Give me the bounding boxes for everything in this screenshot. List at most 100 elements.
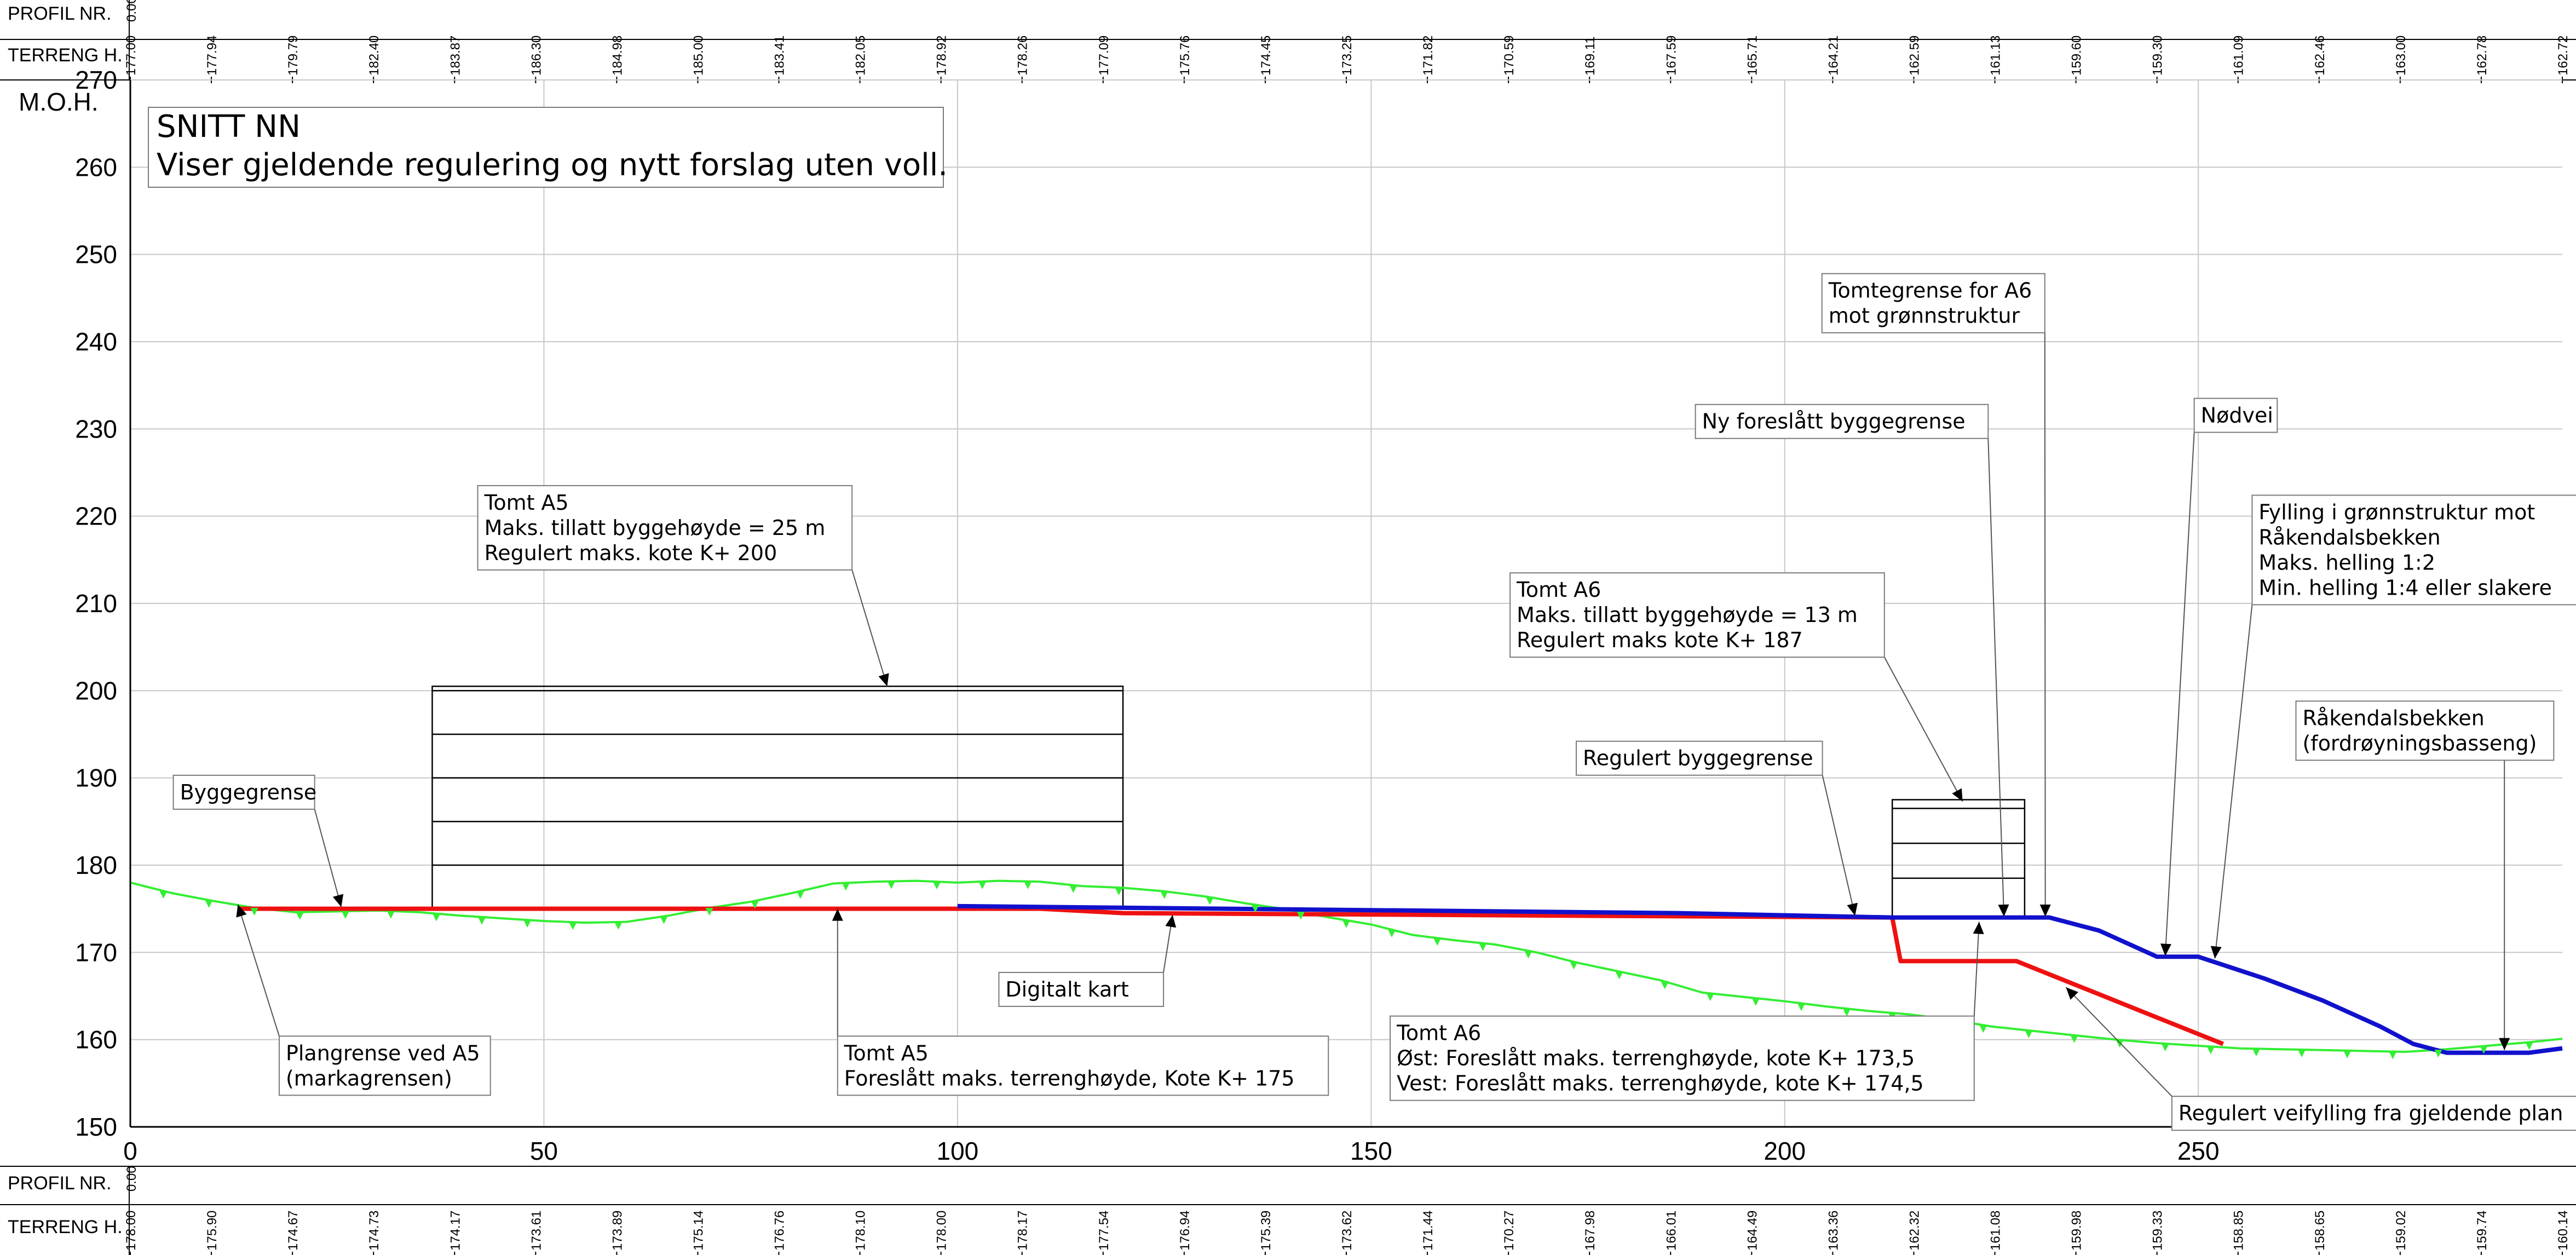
title-line-2: Viser gjeldende regulering og nytt forsl…	[157, 147, 948, 183]
terrain-top-value-4: 183.87	[448, 36, 463, 76]
terrain-hatch	[1524, 951, 1532, 959]
terrain-bottom-value-14: 175.39	[1259, 1211, 1273, 1251]
x-tick-150: 150	[1350, 1137, 1392, 1165]
callout-3-line-1: Foreslått maks. terrenghøyde, Kote K+ 17…	[844, 1066, 1295, 1090]
terrain-top-value-21: 164.21	[1826, 36, 1841, 76]
terrain-hatch	[159, 891, 168, 899]
terrain-hatch	[1979, 1025, 1987, 1033]
callout-5-leader	[1883, 657, 1963, 802]
terrain-line	[130, 879, 2563, 1053]
callout-7-leader	[1987, 438, 2005, 917]
y-tick-150: 150	[75, 1113, 117, 1141]
terrain-hatch	[1751, 998, 1760, 1006]
x-tick-0: 0	[123, 1137, 137, 1165]
callout-2-box	[477, 485, 853, 571]
terrain-top-value-24: 159.60	[2070, 36, 2084, 76]
callout-11-line-1: (fordrøyningsbasseng)	[2302, 731, 2537, 755]
terrain-hatch	[205, 900, 213, 908]
callout-12-line-0: Tomt A6	[1396, 1021, 1481, 1045]
terrain-bottom-value-11: 178.17	[1016, 1211, 1030, 1251]
callout-9: Nødvei	[2160, 398, 2278, 956]
callout-8-box	[1821, 273, 2045, 333]
callout-1-box	[278, 1035, 491, 1096]
terrain-hatch	[1069, 885, 1077, 893]
callout-8-line-1: mot grønnstruktur	[1829, 304, 2020, 328]
terrain-top-value-9: 182.05	[854, 36, 868, 76]
callout-12-arrow	[1973, 922, 1984, 935]
terrain-hatch	[2161, 1043, 2169, 1051]
terrain-top-value-22: 162.59	[1907, 36, 1922, 76]
terrain-top-value-18: 169.11	[1583, 36, 1598, 76]
callout-0-box	[172, 774, 315, 810]
callout-9-box	[2193, 398, 2278, 433]
terrain-top-value-6: 184.98	[610, 36, 625, 76]
terrain-hatch	[433, 913, 441, 922]
terrain-hatch	[250, 908, 258, 916]
terrain-bottom-value-7: 175.14	[691, 1211, 706, 1251]
terrain-bottom-value-13: 176.94	[1178, 1211, 1192, 1251]
terrain-bottom-value-1: 175.90	[205, 1211, 220, 1251]
terrain-top-value-15: 173.25	[1340, 36, 1355, 76]
chart-frame	[129, 80, 2562, 1128]
callout-2-arrow	[878, 673, 889, 687]
callout-4-line-0: Digitalt kart	[1005, 977, 1128, 1001]
y-tick-210: 210	[75, 589, 117, 618]
terrain-hatch	[387, 911, 395, 919]
terrain-bottom-value-8: 176.76	[773, 1211, 787, 1251]
callout-5-line-1: Maks. tillatt byggehøyde = 13 m	[1517, 603, 1858, 627]
terreng-label-bottom: TERRENG H.	[8, 1217, 123, 1237]
terreng-label-top: TERRENG H.	[8, 45, 123, 66]
callout-10-line-3: Min. helling 1:4 eller slakere	[2258, 575, 2552, 600]
y-tick-220: 220	[75, 502, 117, 531]
y-tick-240: 240	[75, 327, 117, 356]
terrain-bottom-value-29: 159.74	[2475, 1211, 2489, 1251]
terrain-hatch	[2070, 1035, 2078, 1043]
y-tick-250: 250	[75, 240, 117, 269]
terrain-hatch	[1570, 962, 1578, 970]
terrain-bottom-value-18: 167.98	[1583, 1211, 1598, 1251]
terrain-bottom-value-6: 173.89	[610, 1211, 625, 1251]
callout-10-line-2: Maks. helling 1:2	[2258, 550, 2435, 574]
callout-3-box	[837, 1035, 1329, 1096]
callout-2-line-2: Regulert maks. kote K+ 200	[485, 541, 777, 565]
terrain-hatch	[2343, 1050, 2352, 1058]
terrain-hatch	[1251, 905, 1259, 913]
terrain-bottom-value-23: 161.08	[1989, 1211, 2003, 1251]
callout-9-line-0: Nødvei	[2201, 404, 2273, 428]
terrain-bottom-value-12: 177.54	[1097, 1211, 1111, 1251]
terrain-top-value-17: 170.59	[1502, 36, 1517, 76]
profile-lines	[130, 879, 2563, 1060]
terrain-hatch	[1706, 993, 1714, 1001]
terrain-hatch	[2116, 1040, 2124, 1048]
callout-annotations: Byggegrense Plangrense ved A5(markagrense…	[172, 273, 2576, 1131]
x-tick-labels: 0 50 100 150 200 250	[123, 1137, 2219, 1165]
terrain-hatch	[1024, 881, 1032, 889]
callout-1: Plangrense ved A5(markagrensen)	[236, 904, 491, 1096]
callout-7-box	[1695, 404, 1989, 439]
y-tick-230: 230	[75, 415, 117, 443]
callout-5-line-2: Regulert maks kote K+ 187	[1517, 628, 1803, 652]
callout-13-leader	[2065, 987, 2172, 1097]
terrain-bottom-value-4: 174.17	[448, 1211, 463, 1251]
terrain-bottom-value-0: 178.00	[124, 1211, 139, 1251]
title-line-1: SNITT NN	[157, 109, 301, 145]
x-tick-100: 100	[937, 1137, 979, 1165]
terrain-hatch	[1160, 891, 1168, 899]
terrain-top-value-10: 178.92	[935, 36, 949, 76]
terrain-bottom-value-3: 174.73	[367, 1211, 382, 1251]
terrain-bottom-value-16: 171.44	[1421, 1211, 1436, 1251]
callout-4-box	[998, 971, 1165, 1007]
terrain-hatch	[1115, 888, 1123, 896]
terrain-top-value-7: 185.00	[691, 36, 706, 76]
terrain-bottom-value-10: 178.00	[935, 1211, 949, 1251]
terrain-bottom-value-2: 174.67	[286, 1211, 301, 1251]
header-bottom: PROFIL NR. TERRENG H. 0.00 178.00 175.90 1…	[0, 1166, 2576, 1255]
terrain-hatch	[888, 881, 896, 889]
callout-10: Fylling i grønnstruktur motRåkendalsbekk…	[2210, 494, 2576, 959]
terrain-bottom-value-30: 160.14	[2556, 1211, 2571, 1251]
terrain-hatch	[1296, 912, 1305, 920]
callout-6-leader	[1822, 775, 1856, 916]
